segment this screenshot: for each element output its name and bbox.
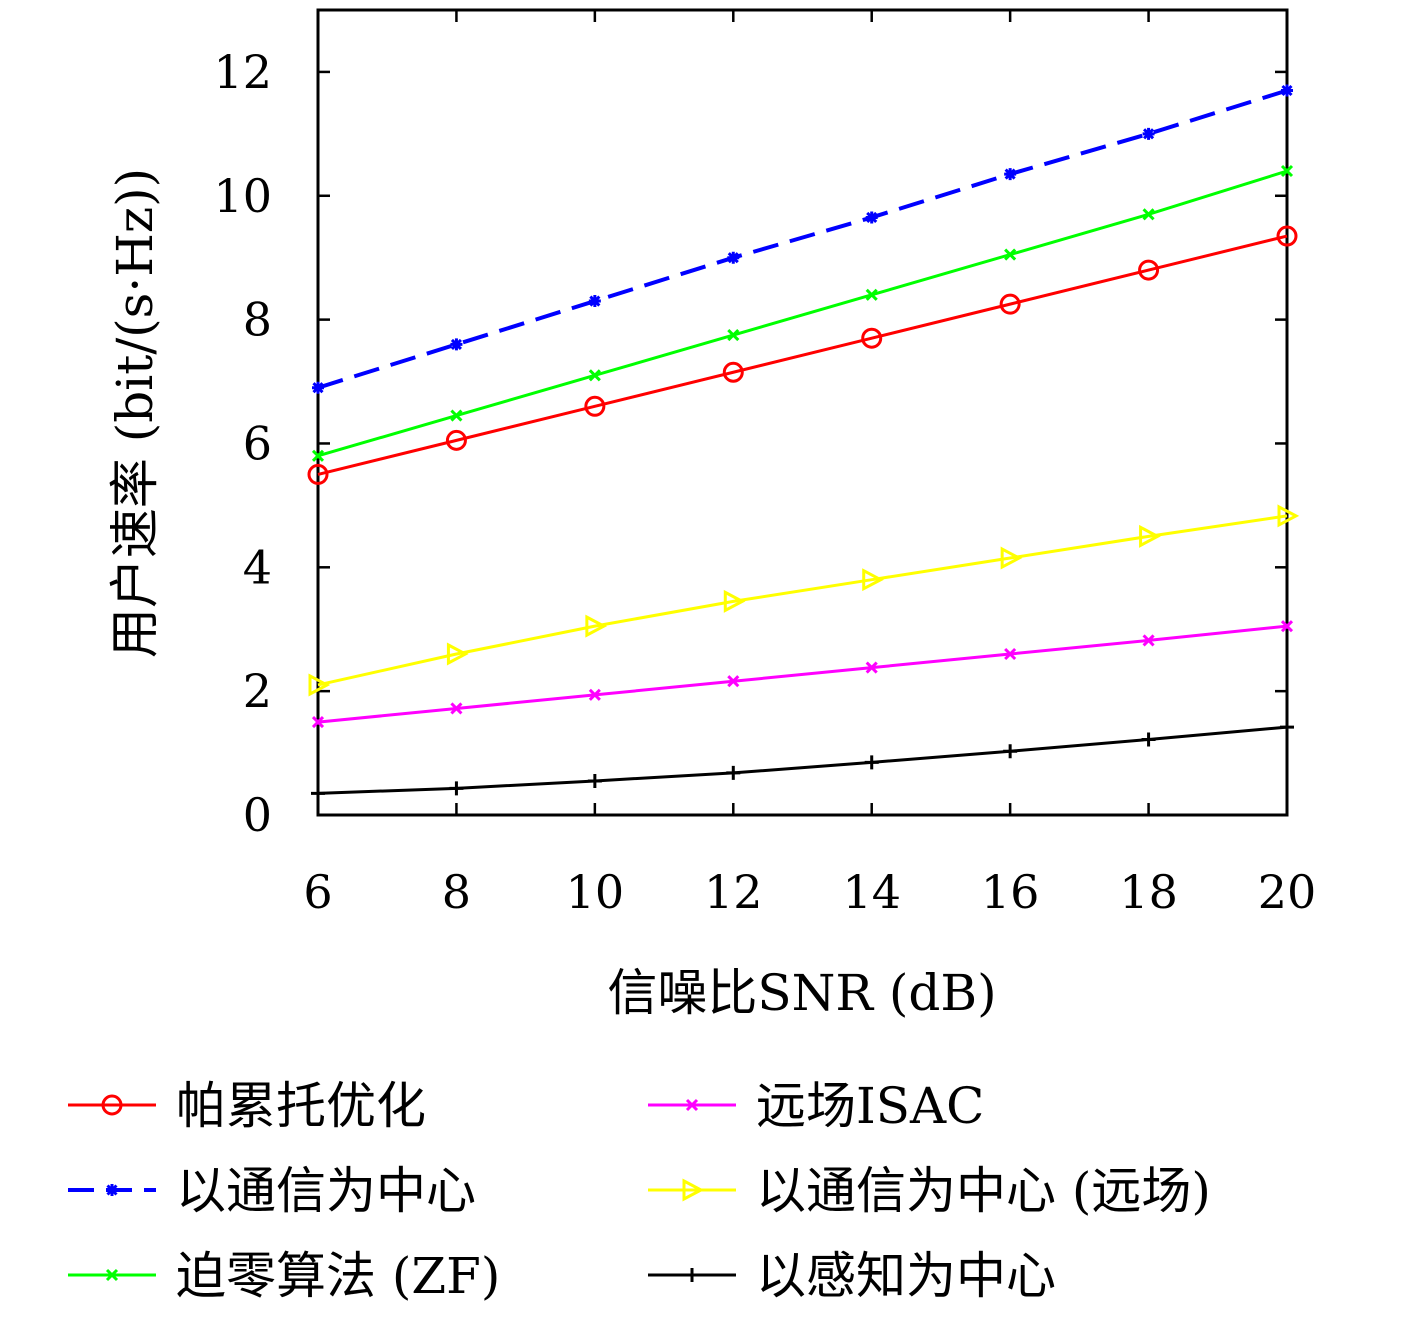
legend-label: 帕累托优化 — [176, 1077, 426, 1135]
legend-item: 以通信为中心 — [68, 1162, 476, 1220]
x-tick-label: 18 — [1119, 865, 1178, 919]
data-point-asterisk — [588, 295, 601, 308]
data-point-circle — [1276, 225, 1298, 247]
series-line-0 — [317, 234, 1288, 476]
legend-item: 帕累托优化 — [68, 1077, 426, 1135]
data-point-asterisk — [727, 251, 740, 264]
series-line-2 — [317, 169, 1288, 458]
data-point-triangle — [723, 589, 746, 613]
x-tick-label: 12 — [704, 865, 763, 919]
data-point-x — [105, 1268, 119, 1282]
data-point-triangle — [446, 642, 469, 666]
data-point-plus — [1003, 744, 1018, 759]
x-tick-label: 10 — [566, 865, 625, 919]
data-point-asterisk — [450, 338, 463, 351]
y-tick-label: 2 — [243, 664, 272, 718]
data-point-x — [1004, 248, 1017, 261]
data-point-circle — [999, 293, 1021, 315]
data-point-triangle — [308, 673, 331, 697]
legend-label: 远场ISAC — [756, 1077, 984, 1135]
data-point-circle — [861, 327, 883, 349]
data-point-x — [450, 409, 463, 422]
data-point-x — [1142, 208, 1155, 221]
data-point-x — [727, 329, 740, 342]
data-point-triangle — [862, 568, 884, 592]
data-point-asterisk — [312, 381, 324, 394]
data-point-plus — [587, 773, 602, 788]
data-point-x — [311, 716, 325, 729]
data-point-x — [865, 661, 878, 674]
data-point-x — [1142, 634, 1155, 647]
data-point-circle — [445, 429, 467, 451]
x-axis-title: 信噪比SNR (dB) — [607, 964, 996, 1022]
y-tick-label: 0 — [243, 788, 272, 842]
data-point-plus — [685, 1268, 699, 1282]
x-tick-label: 14 — [842, 865, 901, 919]
series-line-1 — [317, 88, 1288, 390]
legend-item: 以通信为中心 (远场) — [648, 1162, 1211, 1220]
data-point-x — [1004, 647, 1017, 661]
y-tick-label: 8 — [243, 293, 272, 347]
legend-label: 以通信为中心 (远场) — [756, 1162, 1211, 1220]
data-point-x — [311, 449, 325, 462]
data-point-plus — [311, 786, 325, 801]
data-point-x — [588, 369, 601, 382]
legend-label: 迫零算法 (ZF) — [176, 1247, 500, 1305]
data-point-triangle — [682, 1178, 705, 1202]
data-point-circle — [722, 361, 744, 383]
data-point-plus — [726, 765, 741, 780]
legend-item: 迫零算法 (ZF) — [68, 1247, 500, 1305]
data-point-triangle — [1000, 546, 1023, 570]
series-markers — [307, 84, 1300, 801]
data-point-asterisk — [1281, 84, 1293, 97]
y-tick-label: 6 — [243, 416, 272, 470]
data-point-triangle — [585, 614, 608, 638]
data-point-triangle — [1277, 504, 1300, 528]
data-point-asterisk — [106, 1184, 118, 1196]
series-line-5 — [317, 725, 1288, 795]
data-point-asterisk — [1142, 127, 1155, 140]
x-tick-label: 6 — [303, 865, 332, 919]
series-line-4 — [317, 514, 1288, 687]
data-point-circle — [307, 463, 329, 485]
data-point-x — [1280, 164, 1294, 178]
y-axis-title: 用户速率 (bit/(s·Hz)) — [106, 168, 164, 658]
legend-item: 以感知为中心 — [648, 1247, 1056, 1305]
data-point-x — [588, 688, 601, 701]
y-tick-label: 10 — [213, 169, 272, 223]
y-tick-label: 12 — [213, 45, 272, 99]
data-point-x — [1280, 620, 1294, 633]
legend-label: 以通信为中心 — [176, 1162, 476, 1220]
data-point-plus — [864, 755, 879, 770]
data-point-circle — [1138, 259, 1160, 281]
data-point-x — [865, 288, 878, 301]
data-point-plus — [449, 781, 464, 796]
x-tick-label: 8 — [442, 865, 471, 919]
data-point-circle — [584, 395, 606, 417]
data-point-asterisk — [1004, 168, 1017, 181]
data-point-x — [450, 702, 463, 715]
data-point-circle — [101, 1094, 123, 1116]
x-tick-label: 16 — [981, 865, 1040, 919]
series-line-3 — [317, 624, 1288, 724]
x-tick-label: 20 — [1258, 865, 1317, 919]
data-point-x — [727, 675, 740, 688]
data-point-x — [685, 1098, 699, 1112]
plot-frame — [316, 8, 1289, 817]
legend-label: 以感知为中心 — [756, 1247, 1056, 1305]
data-point-triangle — [1139, 524, 1161, 548]
data-point-plus — [1141, 732, 1156, 747]
axis-ticks: 6 8 10 12 14 16 18 20 0 2 4 6 8 10 12 — [213, 10, 1316, 919]
legend-item: 远场ISAC — [648, 1077, 984, 1135]
y-tick-label: 4 — [243, 540, 272, 594]
series-lines — [317, 88, 1288, 795]
data-point-asterisk — [865, 211, 878, 224]
data-point-plus — [1280, 720, 1294, 735]
